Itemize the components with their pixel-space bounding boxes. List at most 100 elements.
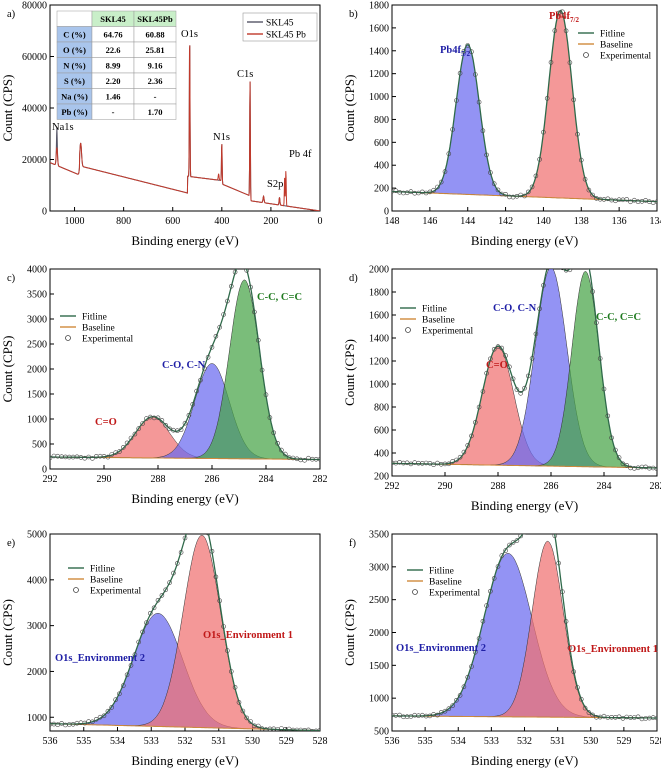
x-tick-label: 292 bbox=[385, 481, 400, 492]
x-axis-label: Binding energy (eV) bbox=[131, 753, 238, 768]
panel-label: c) bbox=[7, 273, 16, 284]
peak-label: C-C, C=C bbox=[257, 292, 302, 303]
experimental-point bbox=[488, 356, 493, 362]
experimental-point bbox=[469, 49, 474, 55]
experimental-point bbox=[613, 198, 618, 204]
y-tick-label: 3000 bbox=[27, 621, 47, 632]
experimental-point bbox=[151, 605, 157, 611]
x-tick-label: 284 bbox=[597, 481, 612, 492]
experimental-point bbox=[267, 415, 273, 420]
y-tick-label: 2000 bbox=[27, 365, 47, 376]
experimental-point bbox=[461, 48, 467, 54]
peak-annotation: Na1s bbox=[52, 122, 74, 133]
experimental-point bbox=[576, 252, 580, 256]
experimental-point bbox=[635, 714, 641, 720]
peak-label: C=O bbox=[95, 417, 117, 428]
x-tick-label: 536 bbox=[43, 736, 58, 747]
experimental-point bbox=[578, 157, 584, 163]
peak-annotation: C1s bbox=[237, 69, 253, 80]
experimental-point bbox=[587, 269, 591, 270]
experimental-point bbox=[195, 508, 199, 512]
experimental-point bbox=[476, 636, 482, 641]
experimental-point bbox=[435, 184, 440, 190]
experimental-point bbox=[465, 43, 471, 48]
experimental-point bbox=[499, 553, 505, 558]
peak-label: C-O, C-N bbox=[162, 360, 206, 371]
fitline bbox=[392, 9, 657, 203]
y-tick-label: 600 bbox=[374, 138, 389, 149]
experimental-point bbox=[178, 550, 184, 555]
y-tick-label: 5000 bbox=[27, 530, 47, 541]
experimental-point bbox=[225, 298, 230, 304]
experimental-point bbox=[480, 389, 486, 394]
x-tick-label: 200 bbox=[263, 216, 278, 227]
experimental-point bbox=[503, 353, 508, 358]
y-tick-label: 500 bbox=[374, 727, 389, 738]
fit-peak-area bbox=[392, 44, 657, 202]
y-tick-label: 400 bbox=[374, 161, 389, 172]
x-tick-label: 134 bbox=[650, 216, 661, 227]
y-tick-label: 1200 bbox=[369, 69, 389, 80]
experimental-point bbox=[128, 663, 134, 668]
x-tick-label: 292 bbox=[43, 474, 58, 485]
experimental-point bbox=[488, 170, 493, 175]
y-tick-label: 3000 bbox=[27, 315, 47, 326]
experimental-point bbox=[560, 589, 565, 595]
table-cell-text: 2.36 bbox=[148, 76, 163, 86]
experimental-point bbox=[187, 525, 191, 529]
table-cell-text: 1.46 bbox=[106, 92, 121, 102]
x-tick-label: 528 bbox=[313, 736, 328, 747]
experimental-point bbox=[484, 603, 489, 608]
experimental-point bbox=[469, 433, 474, 439]
table-cell bbox=[133, 103, 177, 120]
y-tick-label: 1500 bbox=[27, 390, 47, 401]
experimental-point bbox=[631, 197, 637, 203]
y-axis-label: Count (CPS) bbox=[342, 75, 357, 142]
experimental-point bbox=[484, 370, 489, 376]
experimental-point bbox=[113, 697, 118, 703]
experimental-point bbox=[244, 715, 249, 721]
experimental-point bbox=[616, 455, 622, 460]
experimental-point bbox=[121, 683, 126, 688]
fit-peak-area bbox=[392, 269, 657, 469]
composition-table: SKL45 SKL45Pb C (%) 64.76 60.88 O (%) 22.6 25.8… bbox=[56, 10, 177, 120]
table-cell-text: 1.70 bbox=[148, 107, 163, 117]
experimental-point bbox=[240, 708, 246, 714]
experimental-point bbox=[597, 356, 603, 361]
experimental-point bbox=[510, 376, 516, 382]
y-axis-label: Count (CPS) bbox=[342, 599, 357, 666]
panel-label: f) bbox=[349, 538, 356, 549]
table-cell-text: 60.88 bbox=[145, 30, 164, 40]
experimental-point bbox=[191, 513, 195, 517]
experimental-point bbox=[171, 570, 176, 576]
experimental-point bbox=[255, 337, 261, 343]
experimental-point bbox=[404, 714, 410, 720]
plot-area bbox=[50, 45, 320, 211]
experimental-point bbox=[248, 284, 253, 290]
table-cell-text: N (%) bbox=[63, 61, 86, 71]
experimental-point bbox=[461, 684, 467, 690]
x-tick-label: 400 bbox=[214, 216, 229, 227]
experimental-point bbox=[563, 28, 569, 34]
experimental-point bbox=[476, 99, 482, 105]
x-tick-label: 534 bbox=[451, 736, 466, 747]
peak-annotation: O1s bbox=[181, 29, 198, 40]
experimental-point bbox=[538, 493, 542, 497]
x-tick-label: 534 bbox=[110, 736, 125, 747]
experimental-point bbox=[163, 422, 168, 428]
experimental-point bbox=[457, 71, 463, 76]
experimental-point bbox=[221, 624, 226, 629]
peak-label: C=O bbox=[486, 360, 508, 371]
x-tick-label: 140 bbox=[536, 216, 551, 227]
x-axis-label: Binding energy (eV) bbox=[131, 233, 238, 248]
y-tick-label: 0 bbox=[42, 465, 47, 476]
experimental-point bbox=[255, 723, 261, 729]
experimental-point bbox=[90, 456, 95, 461]
experimental-point bbox=[97, 714, 103, 720]
experimental-point bbox=[144, 620, 149, 626]
experimental-point bbox=[213, 333, 219, 339]
experimental-point bbox=[567, 269, 573, 273]
experimental-point bbox=[450, 127, 455, 132]
x-tick-label: 148 bbox=[385, 216, 400, 227]
y-tick-label: 20000 bbox=[22, 155, 47, 166]
